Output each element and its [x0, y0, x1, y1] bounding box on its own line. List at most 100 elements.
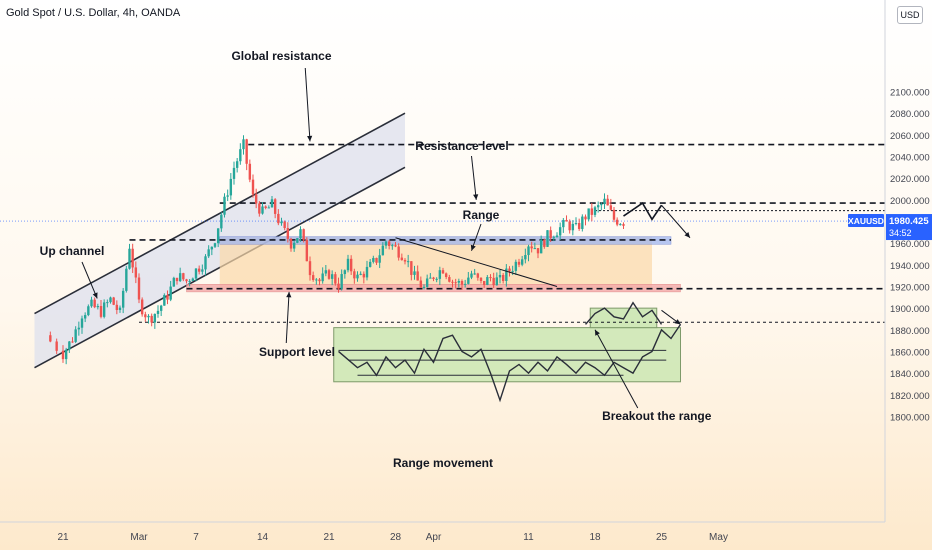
arrow-up-channel	[81, 261, 98, 299]
candle-body-100	[372, 257, 375, 262]
candle-body-91	[343, 270, 347, 275]
candle-body-105	[387, 241, 391, 247]
candle-body-173	[603, 198, 606, 205]
candle-body-88	[334, 274, 337, 284]
candle-body-37	[172, 277, 176, 287]
candle-body-65	[261, 206, 264, 214]
candle-body-125	[451, 281, 454, 283]
candle-body-58	[239, 149, 242, 162]
candle-body-59	[242, 139, 245, 150]
candle-body-2	[61, 350, 65, 360]
candle-body-22	[125, 268, 128, 291]
candle-body-98	[365, 266, 369, 278]
candle-body-133	[476, 273, 480, 278]
candle-body-43	[191, 278, 195, 281]
candle-body-123	[444, 273, 448, 278]
candle-body-30	[150, 315, 153, 323]
candle-body-128	[460, 280, 464, 285]
candle-body-36	[169, 286, 172, 300]
price-tag-value: 1980.425	[889, 216, 929, 227]
projection-arrow-head	[684, 231, 690, 238]
candle-body-62	[251, 179, 255, 195]
candle-body-157	[552, 237, 556, 239]
candle-body-3	[64, 349, 68, 360]
candles	[49, 135, 625, 365]
candle-body-33	[159, 305, 163, 311]
candle-body-83	[318, 279, 321, 282]
candle-body-73	[286, 228, 290, 239]
candle-body-135	[482, 280, 486, 285]
candle-body-137	[489, 277, 492, 279]
candle-body-156	[549, 230, 552, 239]
candle-body-158	[555, 235, 559, 238]
x-tick-label-8: 18	[589, 532, 601, 543]
candle-body-165	[577, 222, 581, 229]
candle-body-20	[118, 307, 122, 311]
candle-body-17	[109, 297, 112, 303]
range-movement-path	[338, 323, 682, 403]
symbol-tag	[848, 214, 884, 228]
candle-body-101	[375, 257, 378, 263]
candle-body-176	[612, 209, 616, 220]
y-tick-label-14: 2080.000	[890, 109, 930, 120]
candle-body-8	[80, 318, 84, 328]
candle-body-138	[492, 277, 495, 286]
candle-body-148	[524, 255, 527, 260]
y-tick-label-2: 1840.000	[890, 369, 930, 380]
currency-button[interactable]: USD	[897, 6, 923, 24]
label-range: Range	[463, 208, 500, 222]
candle-body-178	[619, 224, 622, 226]
candle-body-139	[495, 277, 499, 286]
y-tick-label-11: 2020.000	[890, 174, 930, 185]
candle-body-163	[571, 223, 575, 231]
candle-body-41	[185, 279, 188, 282]
candle-body-112	[410, 261, 413, 275]
candle-body-166	[581, 216, 584, 229]
candle-body-96	[359, 273, 362, 275]
candle-body-75	[292, 242, 296, 249]
candle-body-60	[245, 139, 248, 164]
candle-body-145	[514, 261, 518, 271]
channel-upper-line	[34, 112, 406, 315]
candle-body-122	[441, 270, 445, 274]
candle-body-40	[182, 273, 185, 280]
y-tick-label-7: 1940.000	[890, 261, 930, 272]
candle-body-129	[463, 283, 467, 285]
candle-body-12	[93, 299, 96, 308]
candle-body-47	[204, 256, 207, 270]
candle-body-80	[308, 261, 312, 276]
x-tick-label-2: 7	[193, 532, 199, 543]
candle-body-131	[470, 273, 473, 278]
candle-body-90	[340, 274, 343, 289]
x-tick-label-9: 25	[656, 532, 668, 543]
candle-body-111	[406, 261, 410, 263]
x-tick-label-7: 11	[523, 532, 534, 543]
candle-body-159	[558, 227, 562, 236]
candle-body-15	[102, 302, 106, 317]
candle-body-136	[486, 277, 489, 285]
label-range-movement: Range movement	[393, 456, 493, 470]
candle-body-48	[207, 249, 210, 257]
candle-body-170	[593, 207, 597, 215]
y-tick-label-15: 2100.000	[890, 88, 930, 99]
candle-body-134	[479, 277, 483, 281]
price-tag-countdown: 34:52	[889, 228, 912, 238]
candle-body-177	[615, 219, 619, 225]
candle-body-76	[296, 238, 299, 243]
candle-body-174	[606, 198, 609, 206]
candle-body-151	[533, 248, 537, 250]
arrow-support-level	[285, 291, 290, 344]
label-support-level: Support level	[259, 345, 335, 359]
range-movement-box	[333, 327, 681, 383]
candle-body-6	[74, 329, 77, 342]
candle-body-121	[438, 270, 442, 279]
candle-body-70	[277, 213, 280, 224]
candle-body-102	[378, 255, 381, 263]
y-tick-label-3: 1860.000	[890, 347, 930, 358]
label-resistance-level: Resistance level	[415, 139, 508, 153]
x-tick-label-3: 14	[257, 532, 269, 543]
candle-body-72	[283, 221, 286, 229]
candle-body-57	[235, 161, 239, 168]
y-tick-label-0: 1800.000	[890, 412, 930, 423]
